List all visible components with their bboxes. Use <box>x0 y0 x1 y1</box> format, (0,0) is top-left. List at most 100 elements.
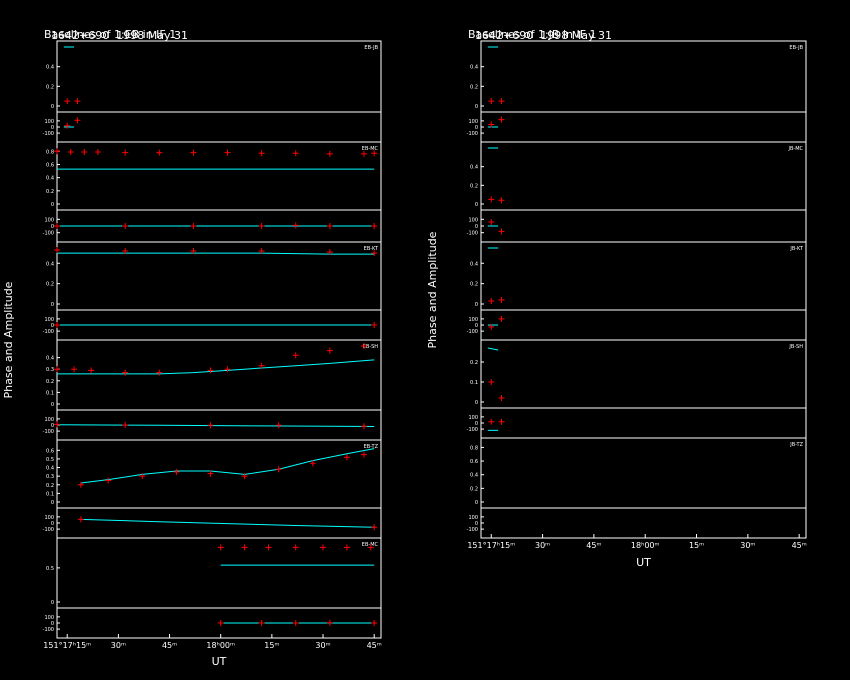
amp-point <box>122 369 129 376</box>
left-source: 1642+690 <box>51 29 110 42</box>
phase-tick-label: 0 <box>51 423 54 429</box>
phase-tick-label: -100 <box>43 329 54 335</box>
phase-point <box>190 223 197 229</box>
amp-tick-label: 0.6 <box>470 459 478 465</box>
amp-tick-label: 0.1 <box>470 380 478 386</box>
amp-point <box>224 149 231 156</box>
amp-point <box>94 148 101 155</box>
amp-point <box>488 196 495 203</box>
amp-point <box>207 367 214 374</box>
amp-tick-label: 0.4 <box>470 473 478 479</box>
baseline-label: EB-KT <box>364 246 379 252</box>
left-title: Baselines of 1:EB in IF 1 <box>44 28 177 41</box>
phase-tick-label: 0 <box>475 421 478 427</box>
amp-point <box>139 473 146 480</box>
baseline-label: JB-MC <box>787 146 803 152</box>
amp-model-line <box>57 252 375 255</box>
amp-tick-label: 0.4 <box>46 261 54 267</box>
x-tick-label: 15ᵐ <box>264 641 279 650</box>
phase-point <box>326 223 333 229</box>
phase-tick-label: 100 <box>44 417 54 423</box>
phase-point <box>258 620 265 626</box>
phase-point <box>498 315 505 322</box>
amp-point <box>54 366 60 373</box>
amp-tick-label: 0.2 <box>46 483 54 489</box>
amp-tick-label: 0 <box>475 302 478 308</box>
amp-tick-label: 0.4 <box>470 65 478 71</box>
phase-tick-label: 100 <box>44 515 54 521</box>
left-source-date: 1642+690 1998 May 31 <box>44 16 188 42</box>
amp-point <box>343 454 350 461</box>
amp-tick-label: 0 <box>475 400 478 406</box>
amp-tick-label: 0 <box>51 600 54 606</box>
phase-tick-label: -100 <box>467 329 478 335</box>
amp-tick-label: 0.8 <box>46 149 54 155</box>
amp-tick-label: 0.4 <box>46 356 54 362</box>
phase-tick-label: -100 <box>43 231 54 237</box>
amp-tick-label: 0.4 <box>46 65 54 71</box>
amp-tick-label: 0.2 <box>46 282 54 288</box>
amp-tick-label: 0.2 <box>470 183 478 189</box>
amp-point <box>122 149 129 156</box>
x-tick-label: 30ᵐ <box>315 641 330 650</box>
baseline-label: JB-SH <box>788 344 803 350</box>
amp-tick-label: 0.2 <box>46 189 54 195</box>
x-tick-label: 18ʰ00ᵐ <box>206 641 235 650</box>
phase-model-line <box>56 424 375 428</box>
amp-point <box>292 544 299 551</box>
amp-point <box>241 473 248 480</box>
phase-model-line <box>80 518 375 528</box>
phase-tick-label: -100 <box>43 527 54 533</box>
amp-point <box>371 150 378 157</box>
phase-tick-label: 0 <box>51 125 54 131</box>
amp-point <box>190 149 197 156</box>
amp-point <box>54 247 60 254</box>
phase-tick-label: 0 <box>475 224 478 230</box>
x-tick-label: 45ᵐ <box>367 641 382 650</box>
phase-tick-label: 0 <box>51 621 54 627</box>
phase-point <box>326 619 333 626</box>
amp-point <box>224 366 231 373</box>
phase-point <box>122 223 129 229</box>
left-date: 1998 May 31 <box>116 29 188 42</box>
phase-point <box>371 620 378 626</box>
right-source: 1642+690 <box>475 29 534 42</box>
phase-point <box>488 121 495 128</box>
phase-tick-label: 0 <box>475 521 478 527</box>
amp-tick-label: 0 <box>51 402 54 408</box>
right-title: Baselines of 1:JB in IF 1 <box>468 28 597 41</box>
phase-point <box>292 222 299 229</box>
amp-tick-label: 0.2 <box>46 379 54 385</box>
amp-tick-label: 0.6 <box>46 162 54 168</box>
amp-point <box>360 451 367 458</box>
amp-point <box>326 249 333 256</box>
amp-point <box>488 98 495 105</box>
y-axis-label: Phase and Amplitude <box>2 281 15 398</box>
phase-point <box>54 322 60 328</box>
amp-point <box>360 150 367 157</box>
amp-tick-label: 0 <box>51 104 54 110</box>
amp-point <box>88 367 95 374</box>
phase-tick-label: 100 <box>44 317 54 323</box>
phase-point <box>371 223 378 229</box>
x-tick-label: 30ᵐ <box>111 641 126 650</box>
amp-model-line <box>487 347 499 351</box>
amp-point <box>360 343 367 349</box>
amp-point <box>77 481 84 488</box>
phase-tick-label: -100 <box>43 429 54 435</box>
phase-point <box>54 421 60 428</box>
amp-point <box>81 148 88 155</box>
plot-frame <box>480 40 807 539</box>
amp-point <box>320 544 327 551</box>
phase-point <box>64 122 71 129</box>
amp-tick-label: 0.4 <box>46 466 54 472</box>
phase-point <box>292 620 299 626</box>
amp-point <box>498 395 505 401</box>
phase-point <box>122 422 129 428</box>
amp-tick-label: 0 <box>51 500 54 506</box>
amp-point <box>156 369 163 376</box>
phase-tick-label: 0 <box>51 224 54 230</box>
x-tick-label: 151°17ʰ15ᵐ <box>43 641 91 650</box>
phase-point <box>371 322 378 328</box>
x-tick-label: 15ᵐ <box>689 541 704 550</box>
